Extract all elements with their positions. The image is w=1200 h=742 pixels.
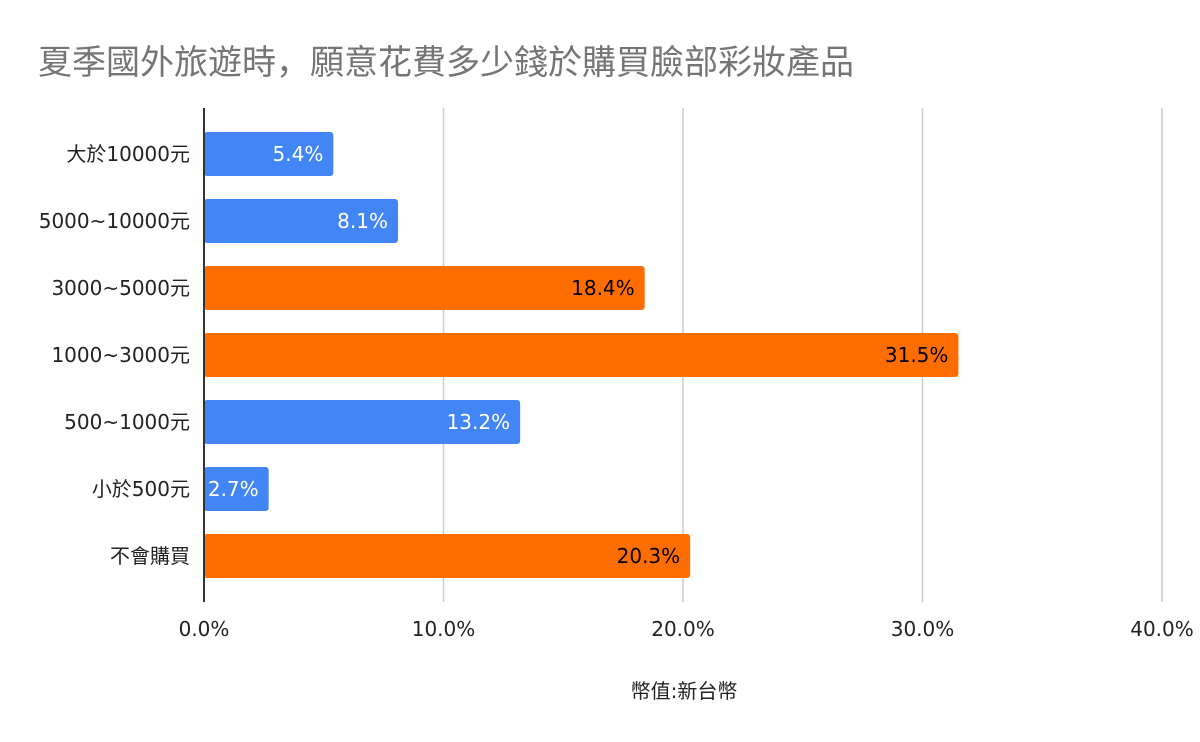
data-label: 31.5% — [885, 343, 949, 367]
bars: 5.4% 8.1% 18.4% 31.5% 13.2% 2.7% 20.3% — [204, 132, 959, 578]
data-label: 13.2% — [447, 410, 511, 434]
bar — [204, 467, 269, 511]
data-label: 20.3% — [617, 544, 681, 568]
x-tick-label: 0.0% — [179, 617, 230, 641]
category-label: 小於500元 — [92, 477, 190, 501]
category-label: 1000~3000元 — [51, 343, 190, 367]
x-tick-label: 20.0% — [651, 617, 715, 641]
category-label: 3000~5000元 — [51, 276, 190, 300]
bar — [204, 534, 691, 578]
category-label: 500~1000元 — [64, 410, 190, 434]
data-label: 2.7% — [208, 477, 259, 501]
data-label: 5.4% — [273, 142, 324, 166]
bar — [204, 400, 521, 444]
bar — [204, 266, 645, 310]
category-label: 不會購買 — [110, 544, 190, 568]
bar — [204, 132, 334, 176]
chart-title: 夏季國外旅遊時，願意花費多少錢於購買臉部彩妝產品 — [38, 43, 854, 83]
bar — [204, 199, 398, 243]
x-axis-title: 幣值:新台幣 — [631, 679, 738, 703]
x-tick-label: 10.0% — [412, 617, 476, 641]
category-label: 5000~10000元 — [39, 209, 190, 233]
category-label: 大於10000元 — [66, 142, 190, 166]
data-label: 8.1% — [337, 209, 388, 233]
x-tick-label: 40.0% — [1130, 617, 1194, 641]
bar — [204, 333, 959, 377]
x-tick-labels: 0.0% 10.0% 20.0% 30.0% 40.0% — [179, 617, 1194, 641]
category-labels: 大於10000元 5000~10000元 3000~5000元 1000~3000元 5… — [39, 142, 190, 568]
x-tick-label: 30.0% — [891, 617, 955, 641]
data-label: 18.4% — [571, 276, 635, 300]
